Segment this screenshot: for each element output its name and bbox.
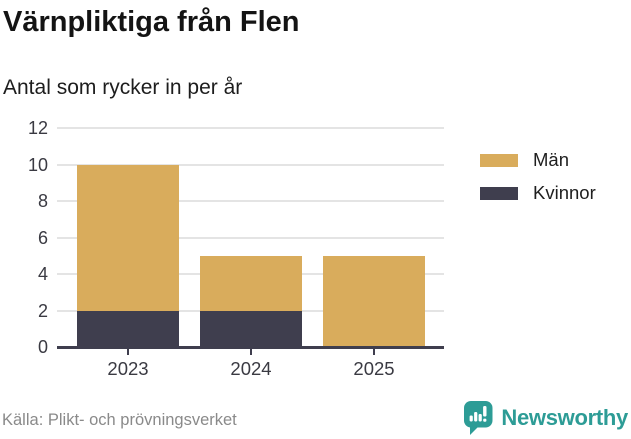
source-note: Källa: Plikt- och prövningsverket: [2, 411, 237, 429]
bar-segment-män-2023: [77, 164, 179, 311]
x-tick-label: 2025: [353, 358, 395, 379]
y-tick-label: 12: [27, 118, 48, 138]
y-tick-label: 10: [27, 154, 48, 175]
legend: Män Kvinnor: [480, 149, 596, 204]
y-tick-label: 6: [37, 227, 48, 248]
legend-swatch: [480, 186, 518, 200]
y-axis-labels: 0 2 4 6 8 10 12: [0, 118, 48, 357]
x-tick: [250, 349, 252, 355]
newsworthy-bubble-icon: [464, 401, 493, 435]
x-tick: [127, 349, 129, 355]
legend-item-label: Män: [533, 149, 569, 170]
x-tick-label: 2023: [107, 358, 149, 379]
gridline: [57, 163, 444, 166]
newsworthy-wordmark: Newsworthy: [501, 405, 628, 430]
bar-segment-kvinnor-2023: [77, 310, 179, 347]
legend-item-label: Kvinnor: [533, 182, 596, 203]
chart-title: Värnpliktiga från Flen: [3, 6, 300, 38]
gridline: [57, 200, 444, 202]
bar-segment-kvinnor-2024: [200, 310, 302, 347]
gridline: [57, 236, 444, 239]
legend-swatch: [480, 153, 518, 167]
legend-item-män: Män: [480, 149, 596, 171]
y-tick-label: 2: [37, 300, 48, 321]
x-tick: [373, 349, 375, 355]
y-tick-label: 8: [37, 191, 48, 211]
x-axis-line: [57, 346, 444, 349]
chart-subtitle: Antal som rycker in per år: [3, 76, 243, 99]
plot-area: [57, 127, 444, 347]
legend-item-kvinnor: Kvinnor: [480, 182, 596, 204]
y-tick-label: 4: [37, 264, 48, 284]
x-tick-label: 2024: [230, 358, 272, 379]
bar-segment-män-2025: [323, 255, 425, 347]
newsworthy-logo[interactable]: Newsworthy: [463, 400, 628, 436]
y-tick-label: 0: [37, 337, 48, 357]
bar-segment-män-2024: [200, 255, 302, 311]
gridline: [57, 127, 444, 129]
